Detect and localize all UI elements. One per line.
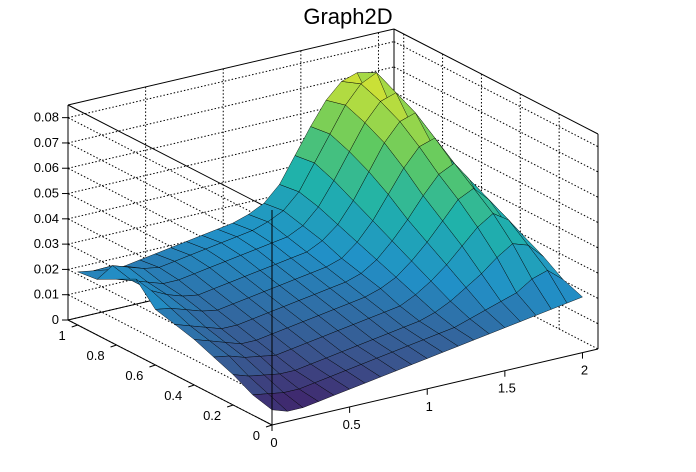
frame-edge	[67, 28, 395, 106]
surface-cell	[546, 269, 583, 304]
z-tick-label: 0.08	[34, 110, 59, 125]
x-tick-label: 0.5	[343, 417, 361, 432]
z-tick-label: 0.05	[34, 186, 59, 201]
z-tick-label: 0.02	[34, 261, 59, 276]
x-axis-line	[271, 348, 599, 426]
y-tick-label: 0.6	[125, 368, 143, 383]
z-tick-label: 0.03	[34, 236, 59, 251]
axis-ticks: 0 0.01 0.02 0.03 0.04 0.05 0.06 0.07 0.08 0 0.5 1 1.…	[34, 110, 588, 450]
y-axis-line	[67, 319, 273, 426]
x-tick-label: 0	[270, 435, 277, 450]
y-tick	[265, 424, 273, 428]
z-tick-label: 0.06	[34, 160, 59, 175]
y-tick-label: 0.8	[86, 348, 104, 363]
y-tick	[226, 404, 234, 408]
z-tick-label: 0.07	[34, 135, 59, 150]
z-tick-label: 0.04	[34, 211, 59, 226]
x-tick-label: 2	[581, 363, 588, 378]
surface-mesh	[77, 72, 583, 412]
frame-edge	[67, 104, 273, 211]
y-tick-label: 0.2	[203, 408, 221, 423]
z-tick-label: 0.01	[34, 287, 59, 302]
y-tick	[188, 384, 195, 388]
x-tick-label: 1.5	[498, 381, 516, 396]
x-tick-label: 1	[426, 399, 433, 414]
y-tick-label: 0	[253, 428, 260, 443]
z-tick-label: 0	[52, 312, 59, 327]
y-tick	[71, 324, 78, 328]
y-tick	[149, 364, 156, 368]
frame-edge	[393, 28, 599, 135]
y-tick-label: 0.4	[164, 388, 182, 403]
chart-title: Graph2D	[303, 4, 393, 29]
grid-line	[67, 117, 273, 224]
y-tick-label: 1	[58, 328, 65, 343]
y-tick	[110, 344, 117, 348]
frame-front	[67, 210, 599, 426]
